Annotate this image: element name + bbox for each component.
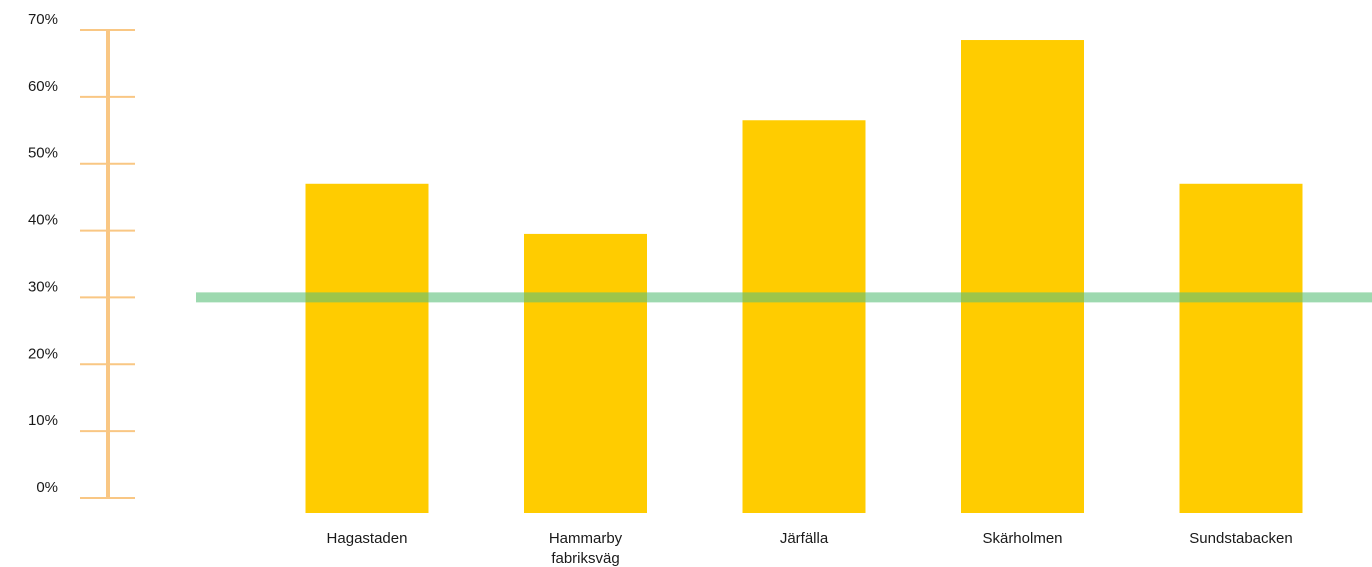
y-tick-label: 0%	[36, 479, 58, 496]
x-category-label-line: Hagastaden	[327, 530, 408, 547]
x-category-label: Hagastaden	[327, 530, 408, 547]
x-category-label-line: Järfälla	[780, 530, 829, 547]
x-category-label: Järfälla	[780, 530, 829, 547]
y-tick-label: 30%	[28, 278, 58, 295]
x-category-label: Hammarby fabriksväg	[549, 530, 623, 567]
bars	[305, 40, 1303, 514]
y-tick-label: 10%	[28, 412, 58, 429]
x-category-label-line: fabriksväg	[551, 550, 619, 567]
x-category-label: Skärholmen	[982, 530, 1062, 547]
x-axis-labels: Hagastaden Hammarby fabriksväg Järfälla Skär…	[327, 530, 1293, 567]
bar	[524, 233, 647, 513]
y-tick-label: 70%	[28, 11, 58, 28]
bar	[961, 40, 1084, 514]
x-category-label-line: Skärholmen	[982, 530, 1062, 547]
bar	[1179, 183, 1303, 513]
bar	[305, 183, 429, 513]
bar	[742, 120, 866, 513]
y-tick-label: 40%	[28, 212, 58, 229]
x-category-label-line: Hammarby	[549, 530, 623, 547]
x-category-label-line: Sundstabacken	[1189, 530, 1292, 547]
x-category-label: Sundstabacken	[1189, 530, 1292, 547]
y-tick-label: 20%	[28, 345, 58, 362]
y-tick-label: 60%	[28, 78, 58, 95]
y-tick-label: 50%	[28, 145, 58, 162]
y-axis: 0% 10% 20% 30% 40% 50% 60% 70%	[28, 11, 135, 499]
